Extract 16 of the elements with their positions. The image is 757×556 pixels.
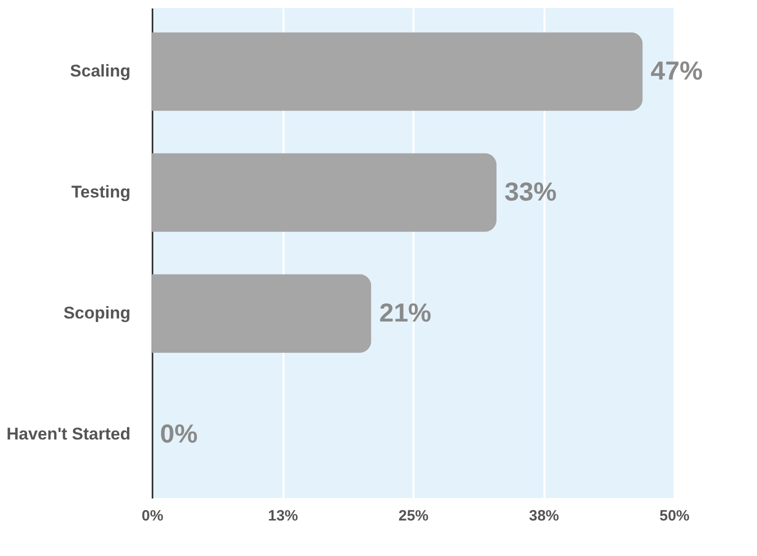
y-tick-label: Scoping [63,303,130,322]
data-label: 21% [379,297,432,328]
data-label: 33% [504,176,557,207]
bar [152,32,643,111]
data-label: 47% [650,56,703,86]
data-label: 0% [160,418,198,448]
y-tick-label: Scaling [70,62,130,81]
y-tick-label: Testing [71,182,130,202]
x-tick-label: 13% [268,508,298,524]
x-tick-label: 25% [398,508,429,524]
x-tick-label: 38% [528,508,560,524]
x-tick-label: 0% [142,508,164,524]
bar [152,153,497,232]
x-tick-label: 50% [659,508,690,524]
y-tick-label: Haven't Started [6,424,130,444]
bar [152,274,372,353]
